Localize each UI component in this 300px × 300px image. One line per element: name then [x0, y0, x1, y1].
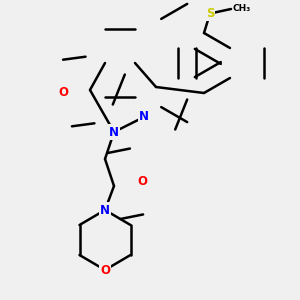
Text: O: O — [137, 175, 148, 188]
Text: N: N — [139, 110, 149, 124]
Text: N: N — [100, 203, 110, 217]
Text: S: S — [206, 7, 214, 20]
Text: O: O — [100, 263, 110, 277]
Text: CH₃: CH₃ — [232, 4, 251, 14]
Text: O: O — [58, 86, 68, 100]
Text: N: N — [109, 125, 119, 139]
